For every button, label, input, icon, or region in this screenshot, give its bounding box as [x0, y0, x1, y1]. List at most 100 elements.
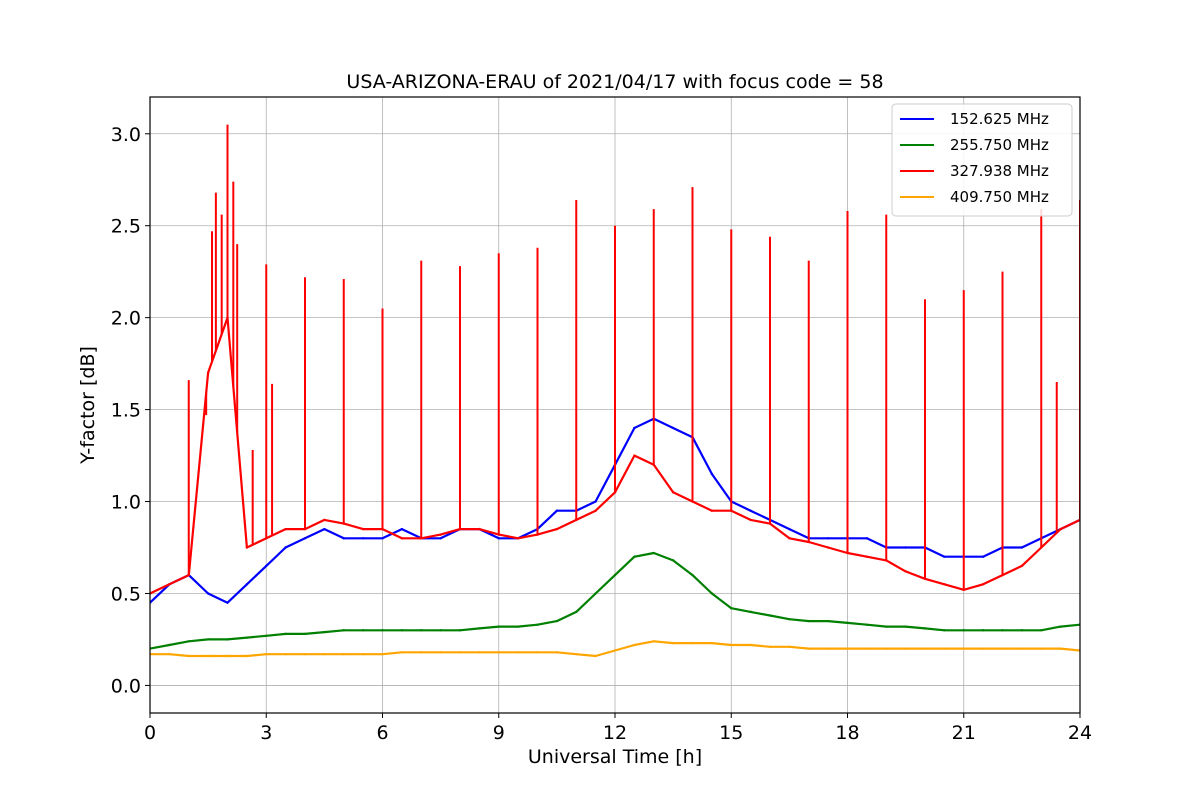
data-point — [904, 570, 907, 573]
data-point — [265, 564, 268, 568]
data-point — [303, 632, 307, 636]
data-point — [1020, 564, 1024, 568]
x-tick-label: 3 — [260, 722, 272, 744]
data-point — [594, 509, 597, 512]
data-point — [187, 640, 190, 643]
data-point — [439, 651, 442, 654]
data-point — [245, 636, 249, 639]
data-point — [807, 647, 810, 650]
y-tick-label: 3.0 — [111, 124, 141, 146]
x-tick-label: 0 — [144, 722, 156, 744]
data-point — [710, 592, 714, 595]
data-point — [594, 654, 597, 658]
data-point — [555, 527, 559, 531]
data-point — [730, 606, 733, 610]
x-tick-label: 6 — [376, 722, 388, 744]
data-point — [497, 625, 500, 628]
data-point — [1001, 629, 1004, 632]
x-axis-label: Universal Time [h] — [528, 746, 702, 768]
data-point — [652, 640, 655, 643]
data-point — [361, 527, 365, 531]
data-point — [1040, 647, 1043, 650]
series-layer — [150, 124, 1080, 658]
data-point — [226, 638, 229, 641]
data-point — [555, 651, 559, 654]
y-axis-label: Y-factor [dB] — [77, 346, 99, 465]
data-point — [381, 537, 384, 540]
data-point — [633, 555, 636, 558]
data-point — [361, 629, 365, 632]
data-point — [497, 537, 500, 540]
data-point — [478, 627, 481, 630]
data-point — [594, 592, 597, 595]
data-point — [1059, 527, 1062, 531]
data-point — [826, 619, 830, 623]
data-point — [168, 652, 171, 656]
y-tick-label: 2.5 — [111, 216, 141, 238]
y-tick-label: 0.5 — [111, 583, 141, 605]
data-point — [981, 647, 985, 650]
series-409-750-mhz — [150, 640, 1080, 658]
data-point — [865, 623, 869, 626]
data-point — [904, 625, 907, 628]
data-point — [981, 555, 985, 558]
data-point — [536, 651, 539, 654]
data-point — [245, 654, 249, 658]
data-point — [400, 537, 404, 540]
x-tick-label: 9 — [493, 722, 505, 744]
data-point — [981, 583, 985, 586]
data-point — [1059, 625, 1062, 628]
y-tick-label: 0.0 — [111, 675, 141, 697]
data-point — [400, 651, 404, 654]
data-point — [943, 583, 946, 586]
data-point — [1040, 629, 1043, 632]
data-point — [1020, 647, 1024, 650]
data-point — [323, 630, 326, 634]
data-point — [497, 651, 500, 654]
data-point — [749, 610, 752, 614]
data-point — [846, 621, 849, 625]
data-point — [885, 647, 888, 650]
data-point — [691, 573, 694, 577]
data-point — [613, 649, 617, 652]
data-point — [381, 652, 384, 656]
data-point — [788, 618, 791, 621]
data-point — [303, 652, 307, 656]
data-point — [671, 426, 675, 430]
data-point — [168, 583, 171, 586]
data-point — [478, 651, 481, 654]
data-point — [323, 527, 326, 531]
data-point — [749, 518, 752, 522]
data-point — [575, 652, 578, 656]
data-point — [439, 533, 442, 536]
data-point — [361, 537, 365, 540]
data-point — [788, 527, 791, 531]
data-point — [187, 654, 190, 658]
data-point — [168, 643, 171, 647]
data-point — [575, 610, 578, 614]
data-point — [516, 537, 520, 540]
data-point — [749, 643, 752, 647]
data-point — [323, 652, 326, 656]
data-point — [846, 647, 849, 650]
data-point — [478, 527, 481, 531]
y-tick-label: 2.0 — [111, 308, 141, 330]
legend-label: 409.750 MHz — [950, 188, 1049, 206]
data-point — [226, 601, 229, 604]
legend-label: 255.750 MHz — [950, 136, 1049, 154]
data-point — [439, 629, 442, 632]
data-point — [555, 619, 559, 623]
y-tick-label: 1.0 — [111, 492, 141, 514]
data-point — [458, 629, 462, 632]
data-point — [265, 634, 268, 637]
legend: 152.625 MHz 255.750 MHz 327.938 MHz 409.750… — [891, 103, 1073, 217]
data-point — [458, 651, 462, 654]
data-point — [923, 647, 927, 650]
data-point — [206, 371, 210, 375]
data-point — [1059, 647, 1062, 650]
data-point — [1020, 546, 1024, 549]
data-point — [768, 645, 772, 649]
data-point — [226, 654, 229, 658]
data-point — [904, 647, 907, 650]
